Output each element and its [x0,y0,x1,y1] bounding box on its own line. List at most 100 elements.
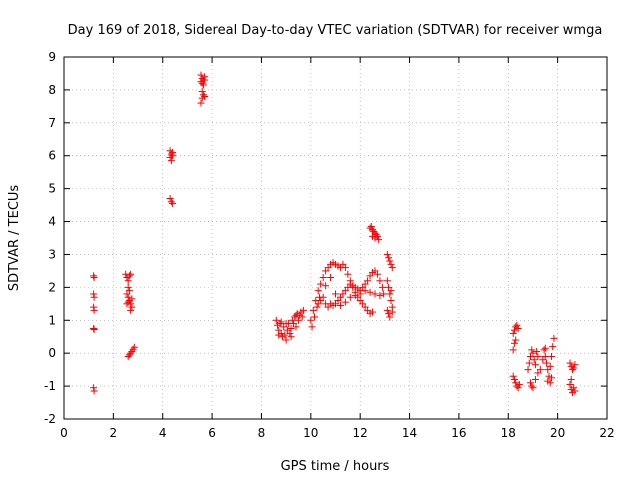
data-point [197,99,205,107]
data-point [515,380,523,388]
data-point [533,348,541,356]
data-point [201,92,209,100]
data-point [125,272,133,280]
y-tick-label: 2 [48,280,56,294]
data-point [292,323,300,331]
data-point [388,308,396,316]
data-point [369,308,377,316]
data-point [546,362,554,370]
data-point [90,325,98,333]
data-point [540,346,548,354]
data-point [387,297,395,305]
data-point [371,290,379,298]
data-point [361,287,369,295]
data-point [510,376,518,384]
data-point [378,283,386,291]
data-point [308,323,316,331]
data-point [526,379,534,387]
data-point [567,376,575,384]
data-point [571,387,579,395]
data-point [528,346,536,354]
data-point [367,222,375,230]
data-point [169,152,177,160]
data-point [307,316,315,324]
data-point [387,287,395,295]
y-tick-label: 9 [48,50,56,64]
data-point [372,231,380,239]
data-point [90,387,98,395]
data-point [529,384,537,392]
data-point [550,334,558,342]
x-tick-label: 22 [599,426,614,440]
data-point [124,277,132,285]
data-point [356,290,364,298]
data-point [90,293,98,301]
data-point [566,380,574,388]
data-point [167,157,175,165]
x-tick-labels: 0 2 4 6 8 10 12 14 16 18 20 22 [60,426,614,440]
data-point [510,339,518,347]
data-point [336,301,344,309]
data-point [373,270,381,278]
data-point [530,356,538,364]
data-point [199,81,207,89]
grid-layer [64,57,607,419]
data-point [197,71,205,79]
data-point [375,236,383,244]
data-point [169,199,177,207]
data-point [536,366,544,374]
data-point [124,283,132,291]
data-point [388,264,396,272]
chart-title: Day 169 of 2018, Sidereal Day-to-day VTE… [68,23,603,38]
data-point [386,257,394,265]
y-tick-label: 6 [48,149,56,163]
data-point [380,290,388,298]
data-point [319,273,327,281]
data-point [366,288,374,296]
data-point [272,316,280,324]
x-tick-label: 2 [110,426,118,440]
data-point [514,384,522,392]
data-point [509,346,517,354]
data-point [127,349,135,357]
data-point [387,260,395,268]
y-tick-label: 0 [48,346,56,360]
data-point [525,359,533,367]
data-point [287,325,295,332]
data-point [294,316,302,324]
y-tick-label: 3 [48,247,56,261]
y-tick-label: 4 [48,215,56,229]
data-point [167,198,175,206]
data-point [124,298,132,306]
data-point [317,280,325,288]
data-point [130,343,138,351]
data-point [541,352,549,360]
data-point [543,359,551,367]
axis-ticks [63,56,608,420]
data-point [282,336,290,344]
x-tick-label: 20 [550,426,565,440]
data-point [90,306,98,314]
x-tick-label: 16 [451,426,466,440]
x-tick-label: 18 [501,426,516,440]
data-point [281,331,289,339]
data-point [546,379,554,387]
data-point [127,306,135,314]
x-tick-label: 8 [258,426,266,440]
data-point [346,293,354,301]
y-tick-label: 1 [48,313,56,327]
data-point [201,76,209,84]
data-point [528,382,536,390]
x-tick-label: 10 [303,426,318,440]
data-point [547,374,555,382]
data-point [309,306,317,314]
data-point [531,361,539,369]
data-point [344,270,352,278]
data-point [571,361,579,369]
data-point [513,321,521,329]
data-point [509,372,517,380]
data-point [275,331,283,339]
data-point [167,150,175,158]
data-point [127,270,135,278]
